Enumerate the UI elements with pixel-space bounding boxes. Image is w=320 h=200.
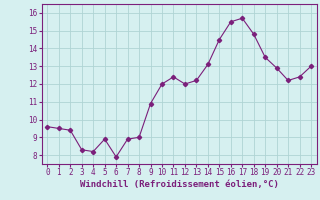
X-axis label: Windchill (Refroidissement éolien,°C): Windchill (Refroidissement éolien,°C) — [80, 180, 279, 189]
